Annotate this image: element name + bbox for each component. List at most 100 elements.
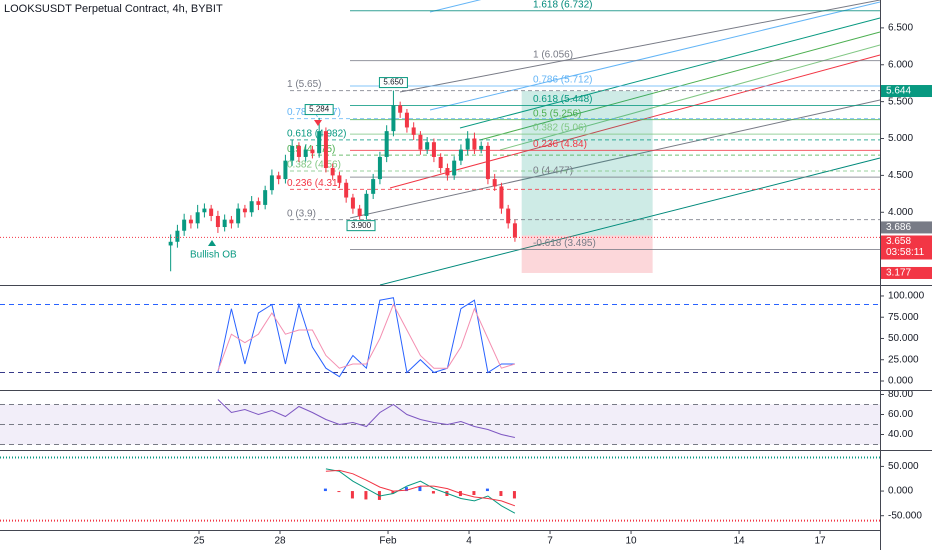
histogram-bar [350,491,354,499]
candle-body [425,142,430,150]
channel-line [399,0,881,93]
candle-body [182,219,187,231]
y-tick-label: 4.000 [888,207,913,218]
candle-body [492,179,497,187]
fib-label: 0.786 (5.712) [533,75,593,86]
channel-line [429,1,881,111]
price-label: 3.658 [886,236,911,247]
candle-body [371,179,376,194]
candle-body [364,193,369,216]
fib-label: 1 (5.65) [287,79,321,90]
series-line [217,303,516,371]
price-label-box [881,235,932,260]
marker [208,240,216,246]
price-label-box [881,221,932,234]
fib-label: 0 (3.9) [287,208,316,219]
channel-line [389,54,881,189]
annotation-label: 5.284 [309,105,330,114]
candle-body [452,160,457,176]
fib-label: 0 (4.477) [533,166,573,177]
candle-body [283,160,288,180]
y-tick-label: 4.500 [888,170,913,181]
countdown: 03:58:11 [886,247,925,258]
fib-label: 0.5 (5.256) [533,108,581,119]
candle-body [404,112,409,128]
fib-label: 0.382 (4.56) [287,160,341,171]
candle-body [323,131,328,169]
fib-label: 0.618 (5.448) [533,94,593,105]
candle-body [317,131,322,154]
candle-body [209,208,214,216]
histogram-bar [472,491,476,496]
marker [314,120,322,126]
candle-body [175,230,180,242]
candle-body [337,175,342,183]
channel-line [459,17,881,129]
candle-body [438,156,443,169]
candle-body [330,168,335,176]
y-tick-label: 5.500 [888,96,913,107]
channel-line [429,0,482,13]
candle-body [242,208,247,213]
histogram-bar [364,491,368,500]
series-line [325,469,516,507]
y-tick-label: 6.500 [888,23,913,34]
histogram-bar [418,486,422,492]
y-tick-label: 25.000 [888,354,919,365]
candle-body [445,168,450,176]
y-tick-label: 0.000 [888,486,913,497]
histogram-bar [499,491,503,496]
x-tick-label: 17 [814,536,826,547]
fib-label: 1.618 (6.732) [533,0,593,10]
y-tick-label: 75.000 [888,312,919,323]
candle-body [344,182,349,198]
y-tick-label: 100.000 [888,291,925,302]
candle-body [485,145,490,180]
fib-label: 0.382 (5.06) [533,123,587,134]
price-label-box [881,85,932,98]
candle-body [310,149,315,154]
candle-body [499,186,504,209]
candle-body [215,215,220,228]
fib-label: 0.5 (4.775) [287,144,335,155]
candle-body [236,208,241,224]
candle-body [290,145,295,161]
y-tick-label: 6.000 [888,59,913,70]
candle-body [269,175,274,191]
position-stop [521,235,653,273]
candle-body [384,131,389,157]
series-line [217,297,515,378]
fib-label: -0.618 (3.495) [533,238,596,249]
price-label-box [881,266,932,279]
histogram-bar [485,488,489,492]
y-tick-label: 50.000 [888,333,919,344]
candle-body [472,138,477,150]
candle-body [431,142,436,157]
candle-body [391,105,396,132]
drawings [349,0,881,286]
histogram-bar [391,491,395,494]
candle-body [479,145,484,150]
annotation-box [304,104,334,116]
candle-body [195,212,200,224]
candle-body [263,190,268,205]
x-tick-label: 25 [193,536,205,547]
chart-title: LOOKSUSDT Perpetual Contract, 4h, BYBIT [4,3,223,15]
x-tick-label: 14 [733,536,745,547]
histogram-bar [337,491,341,493]
position-target [521,91,653,236]
y-tick-label: 40.00 [888,429,913,440]
x-tick-label: 7 [547,536,553,547]
histogram-bar [404,487,408,492]
x-tick-label: 4 [466,536,472,547]
histogram-bar [323,488,327,492]
candle-body [276,175,281,180]
candle-body [256,201,261,205]
y-tick-label: 0.000 [888,376,913,387]
candle-body [398,105,403,113]
candle-body [506,208,511,224]
candle-body [377,156,382,180]
